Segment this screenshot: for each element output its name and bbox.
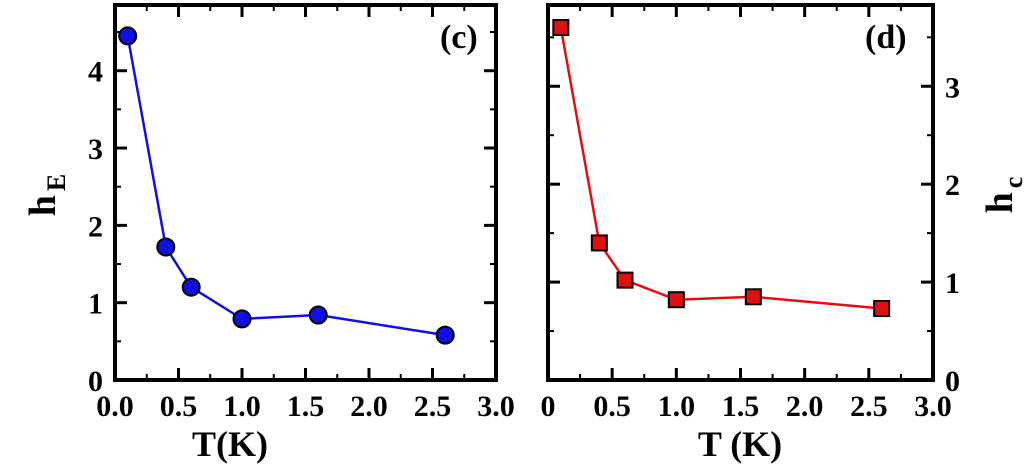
x-tick-label-d: 0.5 bbox=[593, 390, 631, 423]
x-tick-label-c: 0.0 bbox=[96, 390, 134, 423]
x-tick-label-d: 1.0 bbox=[658, 390, 696, 423]
y-tick-label-d: 3 bbox=[945, 71, 960, 104]
x-tick-label-d: 0 bbox=[541, 390, 556, 423]
x-axis-title-c: T(K) bbox=[192, 424, 268, 464]
data-point-c bbox=[156, 237, 176, 257]
svg-text:hc: hc bbox=[979, 177, 1028, 214]
data-point-d bbox=[744, 288, 762, 306]
x-tick-label-d: 2.0 bbox=[786, 390, 824, 423]
y-axis-title-sub-c: E bbox=[42, 174, 71, 191]
y-tick-label-c: 1 bbox=[88, 288, 103, 321]
y-axis-title-sub-d: c bbox=[999, 177, 1028, 189]
data-point-d bbox=[667, 291, 685, 309]
x-tick-label-d: 3.0 bbox=[914, 390, 952, 423]
x-axis-title-d: T (K) bbox=[698, 424, 782, 464]
y-tick-label-d: 2 bbox=[945, 169, 960, 202]
y-tick-label-c: 0 bbox=[88, 365, 103, 398]
data-point-d bbox=[873, 300, 891, 318]
y-tick-label-c: 4 bbox=[88, 56, 103, 89]
y-axis-title-main-c: h bbox=[22, 195, 64, 216]
x-tick-label-c: 3.0 bbox=[477, 390, 515, 423]
panel-c: (c) T(K) hE 0.0 0.5 1.0 1.5 2.0 2.5 3.0 0 1 2 3 4 bbox=[22, 3, 515, 464]
data-point-d bbox=[616, 271, 634, 289]
series-line-d bbox=[559, 27, 882, 310]
ticks-c: 0.0 0.5 1.0 1.5 2.0 2.5 3.0 0 1 2 3 4 bbox=[88, 5, 515, 423]
x-tick-label-c: 2.0 bbox=[350, 390, 388, 423]
data-point-d bbox=[590, 234, 608, 252]
x-tick-label-d: 2.5 bbox=[850, 390, 888, 423]
series-line-c bbox=[126, 35, 446, 337]
x-tick-label-d: 1.5 bbox=[722, 390, 760, 423]
y-axis-title-main-d: h bbox=[979, 192, 1021, 213]
data-point-c bbox=[435, 325, 455, 345]
y-axis-title-c: hE bbox=[22, 174, 71, 216]
plot-frame-c bbox=[113, 3, 498, 382]
x-tick-label-c: 0.5 bbox=[160, 390, 198, 423]
x-tick-label-c: 2.5 bbox=[414, 390, 452, 423]
y-axis-title-d: hc bbox=[979, 177, 1028, 214]
x-tick-label-c: 1.0 bbox=[223, 390, 261, 423]
series-c bbox=[118, 26, 455, 345]
panel-label-d: (d) bbox=[865, 19, 907, 56]
data-point-c bbox=[308, 305, 328, 325]
data-point-c bbox=[181, 277, 201, 297]
data-point-d bbox=[552, 19, 570, 37]
svg-text:hE: hE bbox=[22, 174, 71, 216]
y-tick-label-c: 3 bbox=[88, 133, 103, 166]
data-point-c bbox=[118, 26, 138, 46]
data-point-c bbox=[232, 309, 252, 329]
y-tick-label-d: 0 bbox=[945, 365, 960, 398]
y-tick-label-c: 2 bbox=[88, 210, 103, 243]
plot-frame-d bbox=[546, 3, 935, 382]
x-tick-label-c: 1.5 bbox=[287, 390, 325, 423]
y-tick-label-d: 1 bbox=[945, 267, 960, 300]
series-d bbox=[552, 19, 891, 318]
panel-label-c: (c) bbox=[440, 19, 478, 56]
